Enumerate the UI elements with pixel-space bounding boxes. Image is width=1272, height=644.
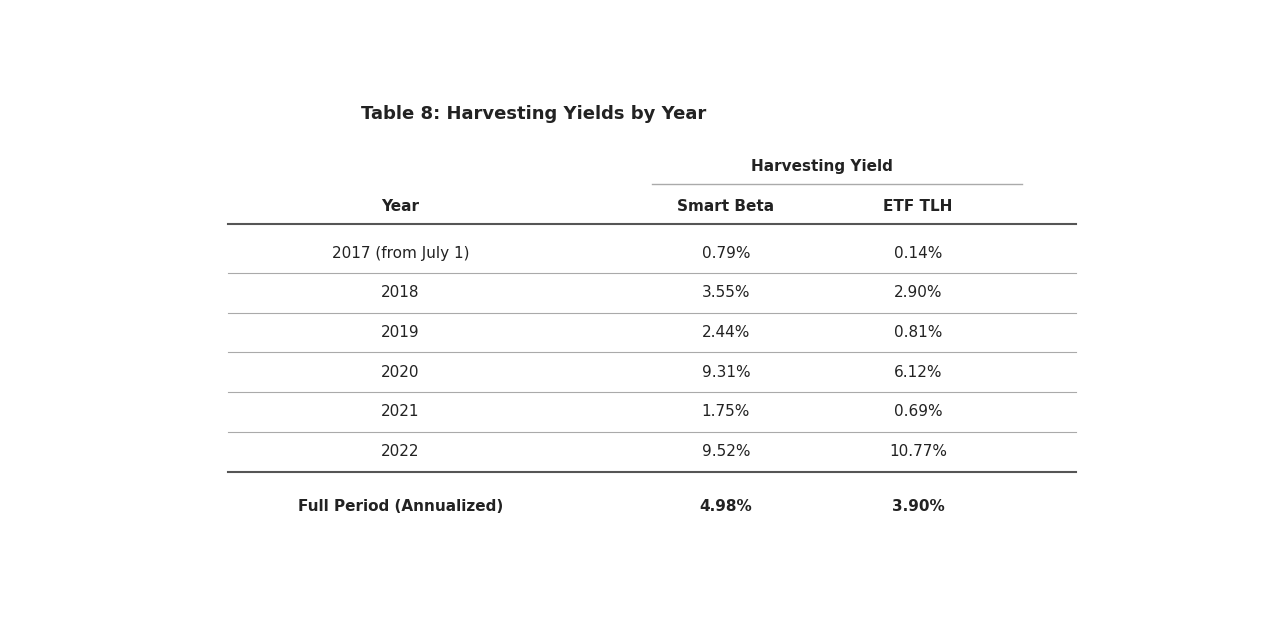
Text: 3.90%: 3.90% — [892, 498, 944, 514]
Text: Table 8: Harvesting Yields by Year: Table 8: Harvesting Yields by Year — [361, 106, 706, 124]
Text: Year: Year — [382, 199, 420, 214]
Text: 0.79%: 0.79% — [702, 246, 750, 261]
Text: 10.77%: 10.77% — [889, 444, 948, 459]
Text: 3.55%: 3.55% — [702, 285, 750, 301]
Text: Full Period (Annualized): Full Period (Annualized) — [298, 498, 504, 514]
Text: 6.12%: 6.12% — [894, 365, 943, 380]
Text: 2021: 2021 — [382, 404, 420, 419]
Text: 0.81%: 0.81% — [894, 325, 943, 340]
Text: 2018: 2018 — [382, 285, 420, 301]
Text: 9.31%: 9.31% — [702, 365, 750, 380]
Text: 9.52%: 9.52% — [702, 444, 750, 459]
Text: 2019: 2019 — [382, 325, 420, 340]
Text: 2020: 2020 — [382, 365, 420, 380]
Text: ETF TLH: ETF TLH — [883, 199, 953, 214]
Text: 2017 (from July 1): 2017 (from July 1) — [332, 246, 469, 261]
Text: Smart Beta: Smart Beta — [677, 199, 775, 214]
Text: 2022: 2022 — [382, 444, 420, 459]
Text: 4.98%: 4.98% — [700, 498, 752, 514]
Text: 2.44%: 2.44% — [702, 325, 750, 340]
Text: 2.90%: 2.90% — [894, 285, 943, 301]
Text: 1.75%: 1.75% — [702, 404, 750, 419]
Text: 0.14%: 0.14% — [894, 246, 943, 261]
Text: 0.69%: 0.69% — [894, 404, 943, 419]
Text: Harvesting Yield: Harvesting Yield — [750, 159, 893, 174]
